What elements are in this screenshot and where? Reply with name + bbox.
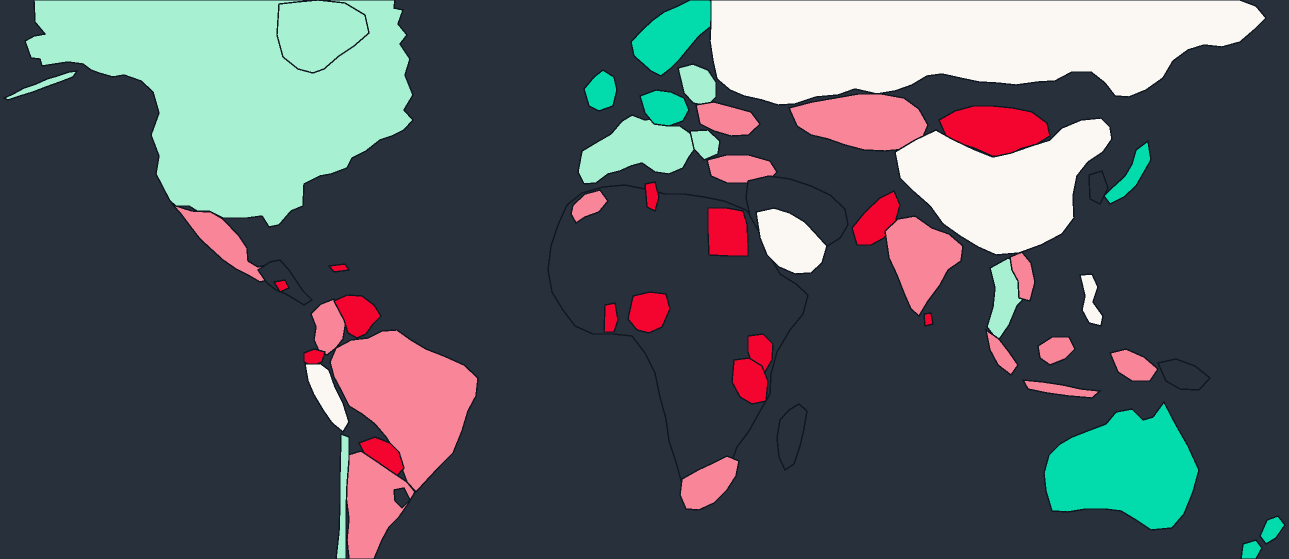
region-peru[interactable] <box>304 363 350 434</box>
region-tunisia[interactable] <box>644 181 660 213</box>
region-greenland[interactable] <box>276 0 370 74</box>
region-europe-west[interactable] <box>577 114 698 185</box>
region-africa[interactable] <box>547 184 809 499</box>
region-australia[interactable] <box>1043 400 1200 531</box>
region-alaska-chain[interactable] <box>2 70 79 101</box>
region-uk-ireland[interactable] <box>583 69 618 112</box>
region-morocco[interactable] <box>570 189 609 225</box>
region-brazil[interactable] <box>329 329 479 494</box>
region-uruguay[interactable] <box>393 487 411 509</box>
region-papua-new-guinea[interactable] <box>1157 358 1212 391</box>
region-eastern-europe[interactable] <box>677 63 721 161</box>
region-nigeria[interactable] <box>627 291 671 334</box>
region-indonesia[interactable] <box>984 328 1159 399</box>
region-ukraine[interactable] <box>695 101 761 137</box>
region-japan[interactable] <box>1103 139 1152 205</box>
region-argentina[interactable] <box>345 450 416 559</box>
region-saudi-arabia[interactable] <box>755 207 828 275</box>
region-russia[interactable] <box>709 0 1267 106</box>
region-madagascar[interactable] <box>776 403 808 472</box>
region-ghana[interactable] <box>603 302 619 333</box>
region-ecuador[interactable] <box>303 348 326 367</box>
region-sri-lanka[interactable] <box>923 312 934 327</box>
region-new-zealand[interactable] <box>1240 515 1286 559</box>
region-chile[interactable] <box>335 432 350 559</box>
region-venezuela[interactable] <box>333 294 382 339</box>
region-egypt[interactable] <box>707 207 749 257</box>
region-scandinavia[interactable] <box>630 0 720 77</box>
region-india[interactable] <box>884 215 964 318</box>
region-germany-poland[interactable] <box>639 89 690 127</box>
region-colombia[interactable] <box>310 298 347 356</box>
region-philippines[interactable] <box>1079 273 1104 327</box>
region-vietnam[interactable] <box>1009 251 1036 302</box>
region-south-africa[interactable] <box>679 455 740 511</box>
region-china[interactable] <box>894 117 1113 256</box>
region-caribbean-red[interactable] <box>272 263 351 293</box>
region-tanzania[interactable] <box>731 357 769 405</box>
